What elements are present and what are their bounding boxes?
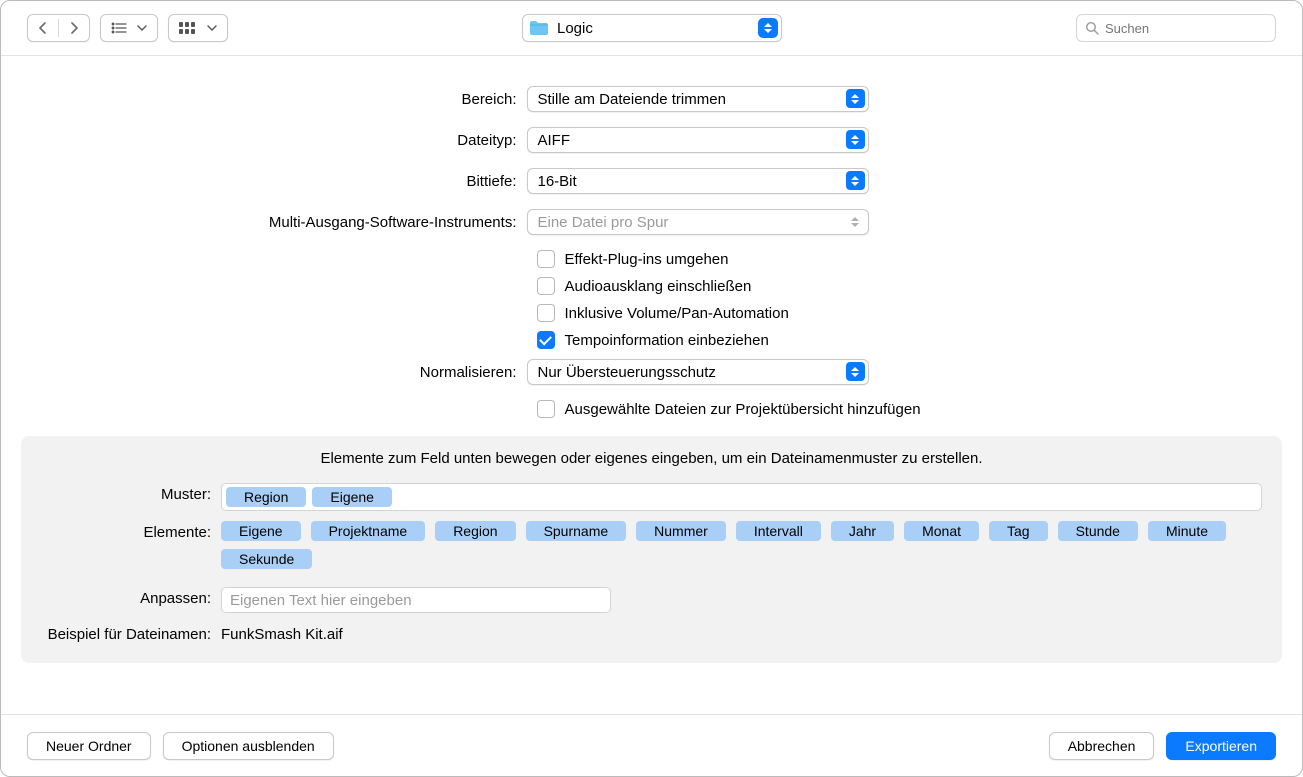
chevron-down-icon [207, 15, 227, 41]
bereich-select[interactable]: Stille am Dateiende trimmen [527, 86, 869, 112]
bittiefe-select[interactable]: 16-Bit [527, 168, 869, 194]
pattern-tag[interactable]: Region [226, 487, 306, 507]
search-input[interactable] [1105, 21, 1267, 36]
example-label: Beispiel für Dateinamen: [41, 623, 221, 643]
new-folder-button[interactable]: Neuer Ordner [27, 732, 151, 760]
effect-checkbox[interactable] [537, 250, 555, 268]
search-icon [1085, 21, 1099, 35]
updown-icon [846, 362, 865, 381]
location-name: Logic [557, 20, 593, 37]
pattern-tag[interactable]: Jahr [831, 521, 894, 541]
pattern-tag[interactable]: Intervall [736, 521, 821, 541]
pattern-hint: Elemente zum Feld unten bewegen oder eig… [41, 450, 1262, 467]
klang-checkbox[interactable] [537, 277, 555, 295]
pattern-tag[interactable]: Sekunde [221, 549, 312, 569]
pattern-tag[interactable]: Region [435, 521, 515, 541]
pattern-tag[interactable]: Monat [904, 521, 979, 541]
elemente-list: Eigene Projektname Region Spurname Nummer Int… [221, 521, 1262, 569]
toolbar: Logic [1, 1, 1302, 56]
pattern-tag[interactable]: Nummer [636, 521, 726, 541]
muster-field[interactable]: Region Eigene [221, 483, 1262, 511]
example-value: FunkSmash Kit.aif [221, 623, 343, 643]
updown-icon [846, 130, 865, 149]
folder-icon [529, 20, 549, 36]
export-button[interactable]: Exportieren [1166, 732, 1276, 760]
updown-icon [846, 171, 865, 190]
filename-pattern-panel: Elemente zum Feld unten bewegen oder eig… [21, 436, 1282, 663]
main-area: Bereich: Stille am Dateiende trimmen Dat… [1, 56, 1302, 714]
anpassen-input[interactable] [221, 587, 611, 613]
tempo-checkbox[interactable] [537, 331, 555, 349]
forward-icon[interactable] [59, 15, 89, 41]
addproject-checkbox[interactable] [537, 400, 555, 418]
back-icon[interactable] [28, 15, 58, 41]
location-popup[interactable]: Logic [522, 14, 782, 42]
search-field[interactable] [1076, 14, 1276, 42]
effect-label: Effekt-Plug-ins umgehen [565, 251, 729, 268]
bittiefe-label: Bittiefe: [172, 173, 527, 190]
anpassen-label: Anpassen: [41, 587, 221, 607]
volpan-checkbox[interactable] [537, 304, 555, 322]
volpan-label: Inklusive Volume/Pan-Automation [565, 305, 789, 322]
klang-label: Audioausklang einschließen [565, 278, 752, 295]
nav-back-forward[interactable] [27, 14, 90, 42]
chevron-down-icon [137, 15, 157, 41]
muster-label: Muster: [41, 483, 221, 503]
pattern-tag[interactable]: Spurname [526, 521, 627, 541]
pattern-tag[interactable]: Projektname [311, 521, 426, 541]
pattern-tag[interactable]: Eigene [221, 521, 301, 541]
view-list-menu[interactable] [100, 14, 158, 42]
hide-options-button[interactable]: Optionen ausblenden [163, 732, 334, 760]
pattern-tag[interactable]: Tag [989, 521, 1048, 541]
tempo-label: Tempoinformation einbeziehen [565, 332, 769, 349]
list-icon [101, 15, 137, 41]
updown-icon [846, 212, 865, 231]
updown-icon [846, 89, 865, 108]
dateityp-label: Dateityp: [172, 132, 527, 149]
pattern-tag[interactable]: Minute [1148, 521, 1226, 541]
cancel-button[interactable]: Abbrechen [1049, 732, 1155, 760]
pattern-tag[interactable]: Stunde [1058, 521, 1138, 541]
dateityp-select[interactable]: AIFF [527, 127, 869, 153]
elemente-label: Elemente: [41, 521, 221, 541]
addproject-label: Ausgewählte Dateien zur Projektübersicht… [565, 401, 921, 418]
footer: Neuer Ordner Optionen ausblenden Abbrech… [1, 714, 1302, 776]
multi-label: Multi-Ausgang-Software-Instruments: [172, 214, 527, 231]
bereich-label: Bereich: [172, 91, 527, 108]
pattern-tag[interactable]: Eigene [312, 487, 392, 507]
multi-select: Eine Datei pro Spur [527, 209, 869, 235]
group-view-menu[interactable] [168, 14, 228, 42]
grid-icon [169, 15, 207, 41]
normalize-label: Normalisieren: [172, 364, 527, 381]
updown-icon [758, 18, 778, 38]
normalize-select[interactable]: Nur Übersteuerungsschutz [527, 359, 869, 385]
